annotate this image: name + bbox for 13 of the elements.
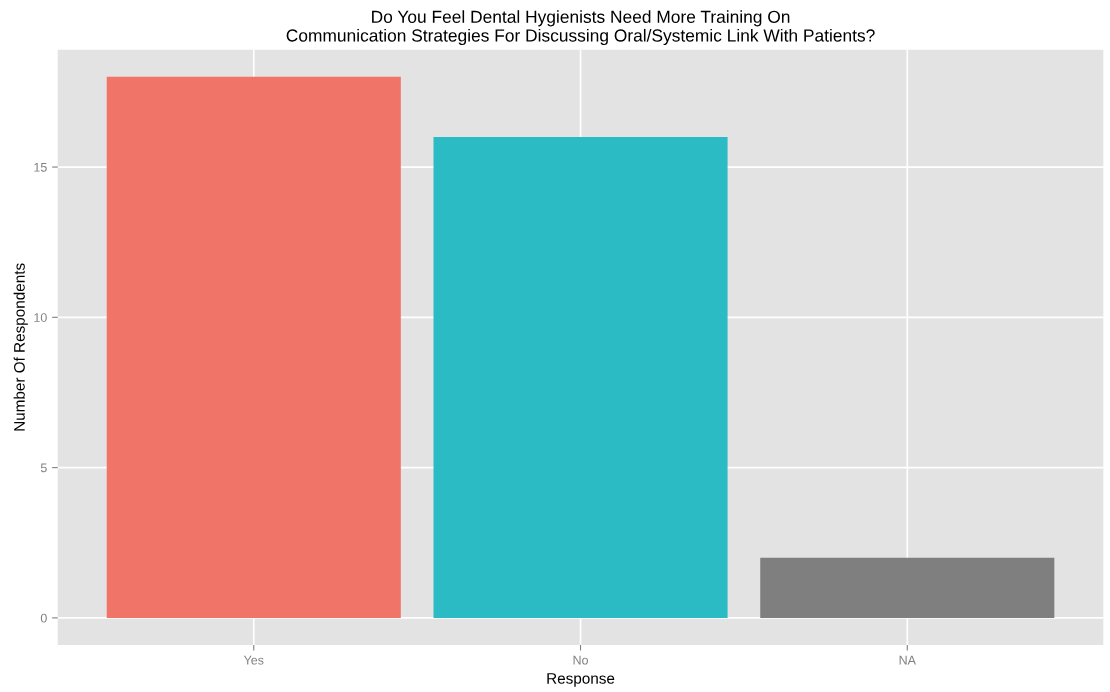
bar	[106, 76, 401, 618]
bar	[433, 136, 728, 618]
y-tick-label: 10	[34, 313, 47, 322]
bar	[760, 557, 1055, 618]
x-tick-label: NA	[899, 655, 916, 665]
y-tick-label: 5	[40, 463, 47, 473]
y-tick-label: 0	[40, 613, 47, 623]
x-tick-label: Yes	[243, 655, 264, 665]
y-axis-title: Number Of Respondents	[13, 263, 28, 431]
chart-title: Do You Feel Dental Hygienists Need More Training On Communication Strategies For Discussing Oral/Systemic Link With Patients?	[286, 10, 875, 46]
y-tick-label: 15	[34, 162, 47, 172]
x-tick-label: No	[573, 655, 588, 665]
x-axis-title: Response	[547, 673, 615, 687]
